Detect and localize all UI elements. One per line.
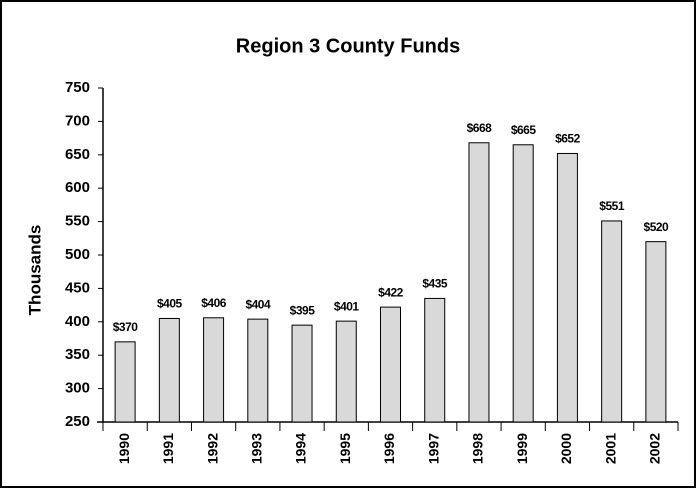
y-tick-label: 450: [65, 279, 90, 296]
bar: [556, 152, 578, 423]
x-tick-label: 1995: [337, 433, 353, 464]
y-tick-label: 400: [65, 313, 90, 330]
data-label: $406: [201, 296, 227, 310]
bar: [335, 320, 357, 423]
data-label: $422: [378, 285, 404, 299]
bar: [601, 220, 623, 423]
bar: [645, 241, 667, 423]
data-label: $551: [599, 199, 625, 213]
x-tick-label: 2001: [602, 433, 618, 464]
data-label: $370: [113, 320, 139, 334]
data-label: $520: [644, 220, 670, 234]
data-label: $395: [290, 303, 316, 317]
x-tick-label: 1996: [381, 433, 397, 464]
data-label: $668: [467, 121, 493, 135]
bar: [203, 317, 225, 423]
y-tick-label: 650: [65, 146, 90, 163]
data-label: $652: [555, 132, 581, 146]
bar: [114, 341, 136, 423]
bar: [468, 142, 490, 423]
x-tick-label: 1999: [514, 433, 530, 464]
x-tick-label: 1997: [425, 433, 441, 464]
data-label: $665: [511, 123, 537, 137]
chart-title: Region 3 County Funds: [236, 35, 460, 57]
data-label: $404: [245, 297, 271, 311]
bar: [247, 318, 269, 423]
data-label: $405: [157, 297, 183, 311]
x-tick-label: 2000: [558, 433, 574, 464]
bar: [158, 317, 180, 423]
y-axis-label: Thousands: [25, 225, 44, 316]
x-tick-label: 1993: [249, 433, 265, 464]
y-tick-label: 600: [65, 179, 90, 196]
y-tick-label: 500: [65, 246, 90, 263]
bar: [291, 324, 313, 423]
x-tick-label: 1994: [293, 433, 309, 464]
x-tick-label: 1991: [160, 433, 176, 464]
y-tick-label: 550: [65, 213, 90, 230]
bar: [512, 144, 534, 423]
x-tick-label: 1990: [116, 433, 132, 464]
y-tick-label: 700: [65, 112, 90, 129]
x-tick-label: 1992: [204, 433, 220, 464]
x-tick-label: 1998: [470, 433, 486, 464]
y-tick-label: 350: [65, 346, 90, 363]
y-tick-label: 750: [65, 79, 90, 96]
x-tick-label: 2002: [647, 433, 663, 464]
data-label: $435: [422, 277, 448, 291]
bar: [380, 306, 401, 423]
y-tick-label: 250: [65, 413, 90, 430]
data-label: $401: [334, 299, 360, 313]
bar: [424, 297, 446, 423]
y-tick-label: 300: [65, 380, 90, 397]
